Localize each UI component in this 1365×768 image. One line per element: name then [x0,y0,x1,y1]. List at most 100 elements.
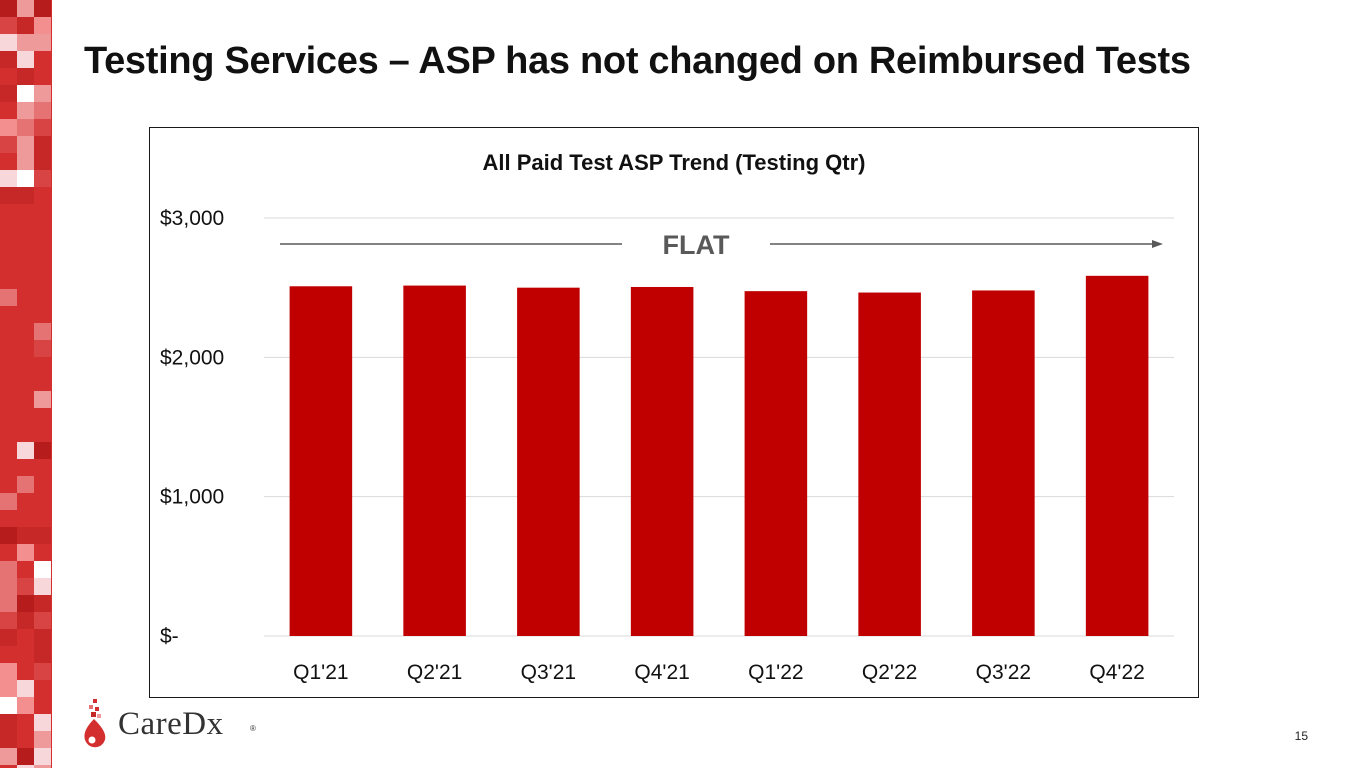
decorative-pixel [34,629,51,646]
decorative-pixel [34,153,51,170]
decorative-pixel [0,612,17,629]
decorative-pixel [0,527,17,544]
decorative-pixel [34,170,51,187]
bar-Q2'21 [403,285,466,636]
decorative-pixel [17,680,34,697]
decorative-pixel [0,136,17,153]
decorative-pixel [34,442,51,459]
bar-Q2'22 [858,292,921,636]
bar-Q3'22 [972,290,1035,636]
decorative-pixel [17,51,34,68]
decorative-pixel [17,119,34,136]
decorative-pixel [34,340,51,357]
decorative-pixel [0,85,17,102]
decorative-pixel [17,442,34,459]
decorative-pixel [34,612,51,629]
decorative-pixel [17,748,34,765]
decorative-pixel [34,34,51,51]
decorative-pixel [17,527,34,544]
decorative-pixel [17,765,34,768]
decorative-pixel [0,51,17,68]
x-tick-label: Q1'22 [748,661,803,684]
decorative-pixel [34,17,51,34]
y-tick-label: $- [160,625,179,648]
x-tick-label: Q2'21 [407,661,462,684]
decorative-pixel [34,714,51,731]
decorative-pixel [34,136,51,153]
decorative-pixel [17,0,34,17]
x-tick-label: Q3'22 [976,661,1031,684]
decorative-pixel [0,714,17,731]
x-tick-label: Q3'21 [521,661,576,684]
chart-title: All Paid Test ASP Trend (Testing Qtr) [482,150,865,175]
decorative-pixel [34,663,51,680]
decorative-pixel [0,170,17,187]
decorative-pixel [0,680,17,697]
y-tick-label: $2,000 [160,346,224,369]
decorative-pixel [17,544,34,561]
decorative-pixel [34,578,51,595]
decorative-pixel [0,697,17,714]
decorative-pixel [0,119,17,136]
decorative-pixel [17,153,34,170]
x-tick-label: Q1'21 [293,661,348,684]
slide-title: Testing Services – ASP has not changed o… [84,40,1191,82]
page-number: 15 [1294,729,1308,743]
decorative-pixel [17,187,34,204]
decorative-pixel [34,0,51,17]
decorative-pixel [0,187,17,204]
decorative-pixel [17,85,34,102]
decorative-pixel [34,595,51,612]
decorative-pixel [17,68,34,85]
decorative-pixel [34,748,51,765]
decorative-pixel [17,17,34,34]
decorative-pixel [0,663,17,680]
decorative-pixel [34,765,51,768]
decorative-pixel [0,748,17,765]
bar-chart: All Paid Test ASP Trend (Testing Qtr) $-… [160,150,1174,684]
x-tick-label: Q4'22 [1089,661,1144,684]
decorative-pixel [17,34,34,51]
decorative-pixel [17,136,34,153]
decorative-pixel [34,561,51,578]
decorative-pixel [34,85,51,102]
bar-Q1'21 [289,286,353,636]
decorative-pixel [0,595,17,612]
caredx-logo-icon [84,699,106,748]
decorative-pixel [17,697,34,714]
decorative-pixel [34,731,51,748]
decorative-pixel-strip [0,0,52,768]
bar-Q4'21 [630,286,694,636]
decorative-pixel [0,629,17,646]
decorative-pixel [17,476,34,493]
decorative-pixel [34,323,51,340]
bar-Q1'22 [744,291,808,636]
decorative-pixel [34,646,51,663]
decorative-pixel [17,170,34,187]
decorative-pixel [0,731,17,748]
decorative-pixel [0,561,17,578]
decorative-pixel [17,595,34,612]
bar-Q4'22 [1085,275,1149,636]
decorative-pixel [34,527,51,544]
y-tick-label: $1,000 [160,486,224,509]
chart-container: All Paid Test ASP Trend (Testing Qtr) $-… [149,127,1199,698]
decorative-pixel [17,612,34,629]
logo-wordmark: CareDx [118,706,224,742]
decorative-pixel [0,578,17,595]
decorative-pixel [34,391,51,408]
flat-annotation: FLAT [663,230,730,260]
decorative-pixel [0,0,17,17]
decorative-pixel [34,102,51,119]
decorative-pixel [0,493,17,510]
decorative-pixel [0,289,17,306]
arrowhead-icon [1152,240,1163,248]
logo-registered-mark: ® [250,724,256,733]
decorative-pixel [17,102,34,119]
bar-Q3'21 [517,287,580,636]
decorative-pixel [0,34,17,51]
decorative-pixel [0,17,17,34]
decorative-pixel [34,119,51,136]
x-tick-label: Q2'22 [862,661,917,684]
x-tick-label: Q4'21 [634,661,689,684]
